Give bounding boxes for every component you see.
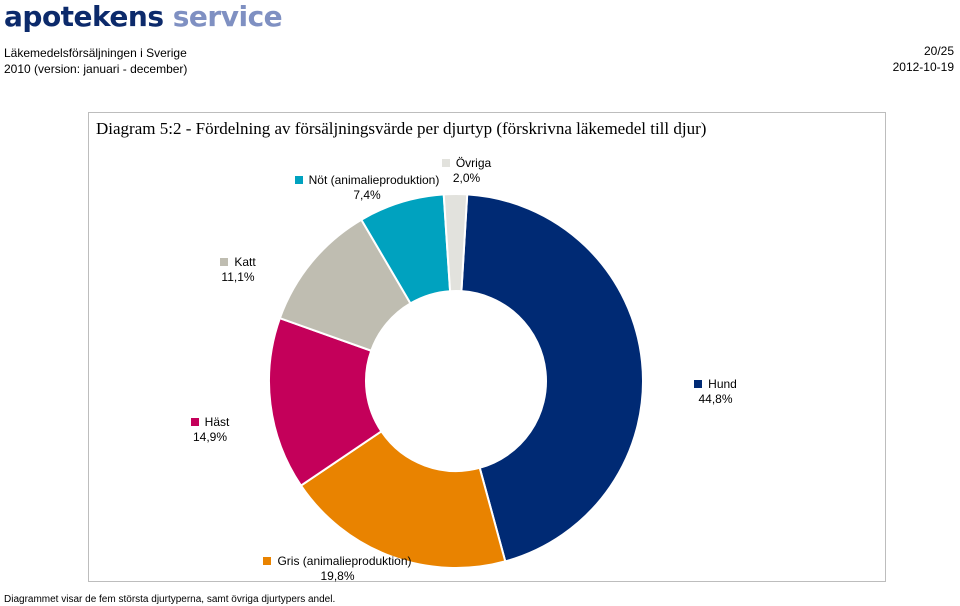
slice-5 [442,193,469,293]
logo: apotekens service [4,0,283,34]
legend-swatch [441,159,450,167]
chart-title: Diagram 5:2 - Fördelning av försäljnings… [96,119,707,138]
slice-name: Hund [708,377,737,391]
slice-name: Nöt (animalieproduktion) [308,173,440,187]
slice-label-1: Gris (animalieproduktion) 19,8% [250,554,425,584]
slice-label-4: Nöt (animalieproduktion) 7,4% [282,173,452,203]
slice-name: Häst [204,415,230,429]
slice-value: 11,1% [221,270,255,284]
page-number: 20/25 [923,44,954,58]
slice-name: Övriga [455,156,492,170]
legend-swatch [263,557,272,565]
report-title: Läkemedelsförsäljningen i Sverige [4,46,187,60]
footnote: Diagrammet visar de fem största djurtype… [4,594,336,605]
report-period: 2010 (version: januari - december) [4,62,188,76]
slice-value: 7,4% [353,188,381,202]
logo-word-1: apotekens [4,0,164,33]
report-date: 2012-10-19 [892,60,954,74]
legend-swatch [694,380,703,388]
legend-swatch [220,258,229,266]
slice-value: 19,8% [320,569,355,583]
slice-label-5: Övriga 2,0% [424,156,509,186]
slice-0 [460,193,644,563]
slice-name: Gris (animalieproduktion) [277,554,412,568]
legend-swatch [294,176,303,184]
slice-value: 2,0% [452,171,481,185]
logo-word-2: service [172,0,283,33]
slice-2 [268,316,383,487]
slice-label-0: Hund 44,8% [668,377,763,407]
slice-1 [299,429,507,569]
slice-name: Katt [234,255,256,269]
slice-value: 44,8% [698,392,733,406]
legend-swatch [190,418,199,426]
slice-label-3: Katt 11,1% [198,255,278,285]
slice-label-2: Häst 14,9% [170,415,250,445]
chart-frame [88,112,886,582]
slice-value: 14,9% [192,430,228,444]
